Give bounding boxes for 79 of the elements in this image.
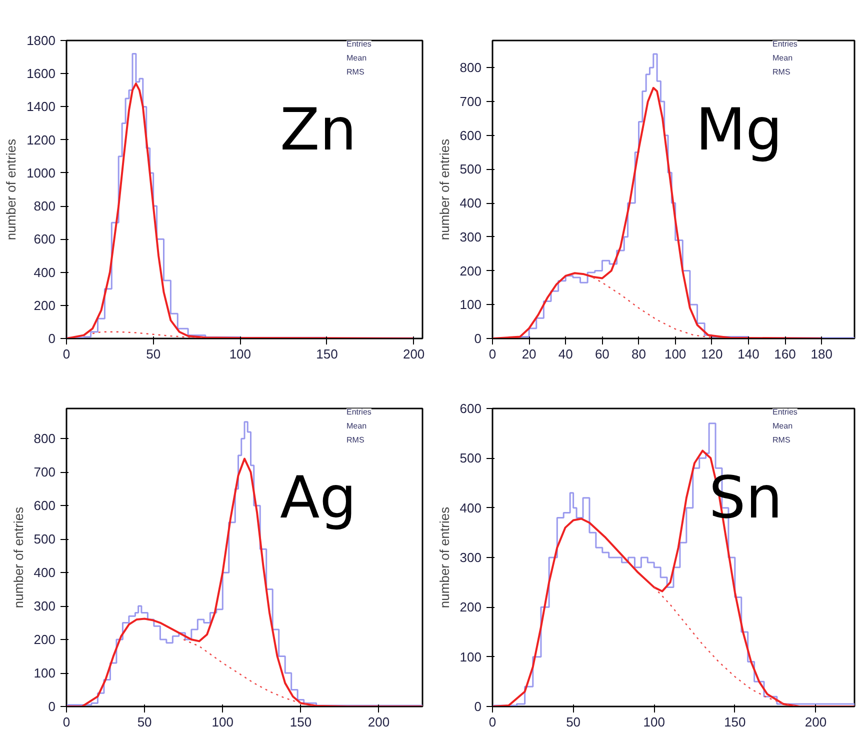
y-tick-label: 0	[48, 331, 56, 346]
y-tick-label: 500	[460, 162, 482, 177]
annotation: RMS	[772, 68, 790, 76]
y-tick-label: 0	[48, 699, 56, 714]
y-tick-label: 0	[474, 331, 482, 346]
x-tick-label: 150	[724, 714, 746, 730]
x-tick-label: 40	[558, 346, 573, 362]
y-tick-label: 400	[460, 500, 482, 516]
x-tick-label: 150	[316, 346, 338, 362]
x-tick-label: 200	[368, 714, 390, 730]
x-tick-label: 140	[738, 346, 760, 362]
y-axis-title: number of entries	[436, 506, 452, 608]
y-tick-label: 800	[460, 60, 482, 76]
x-tick-label: 60	[594, 346, 610, 362]
y-tick-label: 1000	[26, 165, 56, 180]
annotation: Mg	[696, 96, 782, 164]
annotation: RMS	[772, 436, 790, 444]
x-tick-label: 100	[664, 346, 686, 362]
y-tick-label: 600	[460, 128, 482, 143]
y-tick-label: 100	[34, 666, 56, 681]
annotation: RMS	[346, 68, 364, 76]
y-tick-label: 700	[34, 464, 56, 480]
x-tick-label: 0	[62, 346, 70, 362]
x-tick-label: 50	[146, 346, 161, 362]
x-tick-label: 0	[488, 346, 496, 362]
annotation: Mean	[772, 54, 793, 62]
annotation: Entries	[772, 408, 798, 416]
y-tick-label: 600	[34, 232, 56, 247]
annotation: Mean	[772, 422, 793, 430]
y-tick-label: 600	[34, 498, 56, 514]
annotation: RMS	[346, 436, 364, 444]
y-tick-label: 800	[34, 431, 56, 446]
y-tick-label: 1400	[26, 99, 56, 114]
x-tick-label: 50	[137, 714, 152, 730]
y-tick-label: 200	[34, 298, 56, 313]
y-axis-title: number of entries	[436, 138, 452, 240]
x-tick-label: 150	[290, 714, 312, 730]
x-tick-label: 100	[212, 714, 234, 730]
y-tick-label: 400	[34, 264, 56, 280]
x-tick-label: 200	[402, 346, 425, 362]
annotation: Mean	[346, 54, 367, 62]
x-tick-label: 120	[701, 346, 723, 362]
x-tick-label: 80	[632, 346, 646, 362]
x-tick-label: 50	[566, 714, 581, 730]
x-tick-label: 100	[229, 346, 252, 362]
x-tick-label: 160	[774, 346, 796, 362]
y-tick-label: 700	[460, 94, 482, 109]
x-tick-label: 0	[62, 714, 70, 730]
y-tick-label: 600	[460, 401, 482, 416]
y-tick-label: 100	[460, 649, 482, 664]
annotation: Zn	[280, 96, 357, 164]
x-tick-label: 0	[488, 714, 496, 730]
y-axis-title: number of entries	[4, 138, 19, 240]
y-axis-title: number of entries	[10, 506, 26, 608]
annotation: Mean	[346, 422, 367, 430]
y-tick-label: 1200	[26, 132, 56, 148]
y-tick-label: 500	[460, 450, 482, 466]
y-tick-label: 500	[34, 532, 56, 547]
y-tick-label: 800	[34, 198, 56, 214]
x-tick-label: 100	[643, 714, 665, 730]
annotation: Entries	[772, 40, 798, 48]
y-tick-label: 200	[34, 632, 56, 648]
y-tick-label: 200	[460, 600, 482, 615]
x-tick-label: 20	[522, 346, 536, 362]
x-tick-label: 180	[810, 346, 832, 362]
y-tick-label: 300	[460, 229, 482, 244]
y-tick-label: 0	[474, 699, 482, 714]
x-tick-label: 200	[804, 714, 827, 730]
annotation: Ag	[280, 464, 357, 532]
y-tick-label: 1600	[26, 66, 56, 82]
y-tick-label: 300	[34, 598, 56, 614]
y-tick-label: 100	[460, 297, 482, 312]
annotation: Entries	[346, 40, 372, 48]
y-tick-label: 400	[34, 565, 56, 580]
y-tick-label: 1800	[26, 33, 56, 48]
y-tick-label: 300	[460, 550, 482, 565]
y-tick-label: 200	[460, 263, 482, 278]
annotation: Entries	[346, 408, 372, 416]
y-tick-label: 400	[460, 196, 482, 211]
